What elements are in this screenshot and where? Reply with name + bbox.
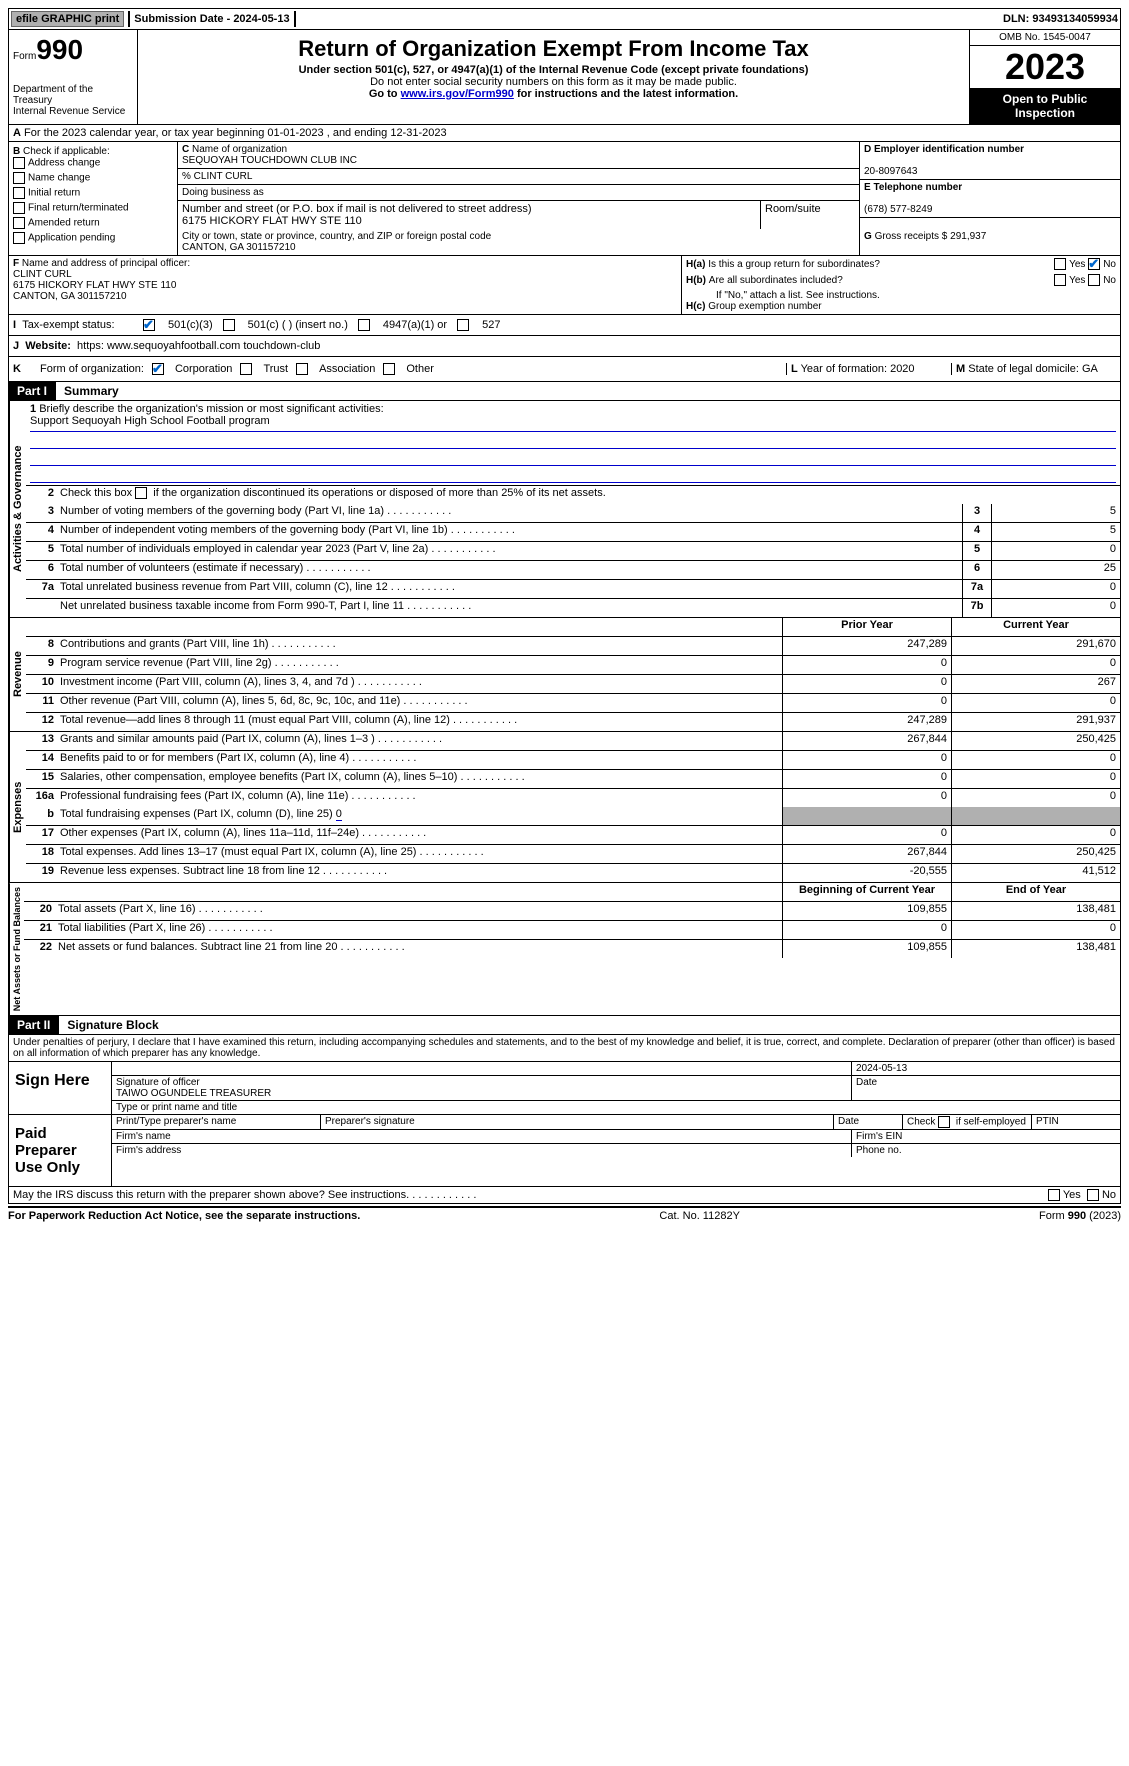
part-2-label: Part II [9, 1016, 58, 1034]
summary-row: 12 Total revenue—add lines 8 through 11 … [26, 713, 1120, 731]
summary-row: 17 Other expenses (Part IX, column (A), … [26, 826, 1120, 845]
hb-no[interactable] [1088, 274, 1100, 286]
summary-row: Net unrelated business taxable income fr… [26, 599, 1120, 617]
box-h: H(a) Is this a group return for subordin… [682, 256, 1120, 314]
street-address: 6175 HICKORY FLAT HWY STE 110 [182, 215, 362, 227]
omb-number: OMB No. 1545-0047 [970, 30, 1120, 46]
check-name-change[interactable]: Name change [13, 172, 173, 184]
goto-pre: Go to [369, 88, 401, 100]
goto-post: for instructions and the latest informat… [514, 88, 738, 100]
check-trust[interactable] [240, 363, 252, 375]
form-subtitle: Under section 501(c), 527, or 4947(a)(1)… [146, 64, 961, 76]
governance-tab: Activities & Governance [9, 401, 26, 617]
footer-mid: Cat. No. 11282Y [659, 1210, 740, 1222]
check-address-change[interactable]: Address change [13, 157, 173, 169]
summary-row: 13 Grants and similar amounts paid (Part… [26, 732, 1120, 751]
summary-row: 21 Total liabilities (Part X, line 26) 0… [24, 921, 1120, 940]
hb-yes[interactable] [1054, 274, 1066, 286]
box-f: F Name and address of principal officer:… [9, 256, 682, 314]
irs-label: Internal Revenue Service [13, 106, 133, 117]
ha-no[interactable] [1088, 258, 1100, 270]
box-b: B Check if applicable: Address change Na… [9, 142, 178, 255]
summary-row: 22 Net assets or fund balances. Subtract… [24, 940, 1120, 958]
check-527[interactable] [457, 319, 469, 331]
sig-date: 2024-05-13 [852, 1062, 1120, 1075]
tax-year: 2023 [970, 46, 1120, 88]
check-corporation[interactable] [152, 363, 164, 375]
irs-discuss-no[interactable] [1087, 1189, 1099, 1201]
top-bar: efile GRAPHIC print Submission Date - 20… [8, 8, 1121, 30]
org-name: SEQUOYAH TOUCHDOWN CLUB INC [182, 155, 357, 166]
check-application-pending[interactable]: Application pending [13, 232, 173, 244]
officer-name: CLINT CURL [13, 269, 72, 280]
summary-row: 4 Number of independent voting members o… [26, 523, 1120, 542]
submission-date: Submission Date - 2024-05-13 [134, 13, 289, 25]
room-suite-label: Room/suite [761, 201, 859, 229]
summary-row: 11 Other revenue (Part VIII, column (A),… [26, 694, 1120, 713]
summary-row: 9 Program service revenue (Part VIII, li… [26, 656, 1120, 675]
summary-row: 6 Total number of volunteers (estimate i… [26, 561, 1120, 580]
summary-row: 3 Number of voting members of the govern… [26, 504, 1120, 523]
check-final-return[interactable]: Final return/terminated [13, 202, 173, 214]
check-4947[interactable] [358, 319, 370, 331]
summary-row: 15 Salaries, other compensation, employe… [26, 770, 1120, 789]
form-title: Return of Organization Exempt From Incom… [146, 36, 961, 62]
form-note: Do not enter social security numbers on … [146, 76, 961, 88]
expenses-tab: Expenses [9, 732, 26, 882]
summary-row: 18 Total expenses. Add lines 13–17 (must… [26, 845, 1120, 864]
box-c: C Name of organizationSEQUOYAH TOUCHDOWN… [178, 142, 859, 255]
form-header: Form990 Department of the Treasury Inter… [8, 30, 1121, 125]
website-url: https: www.sequoyahfootball.com touchdow… [77, 340, 320, 352]
ha-yes[interactable] [1054, 258, 1066, 270]
check-amended-return[interactable]: Amended return [13, 217, 173, 229]
revenue-tab: Revenue [9, 618, 26, 731]
sign-here-label: Sign Here [9, 1062, 112, 1114]
may-irs-discuss: May the IRS discuss this return with the… [13, 1189, 1048, 1201]
check-discontinued[interactable] [135, 487, 147, 499]
declaration-text: Under penalties of perjury, I declare th… [8, 1035, 1121, 1062]
dln: DLN: 93493134059934 [1003, 13, 1118, 25]
summary-row: 7a Total unrelated business revenue from… [26, 580, 1120, 599]
city-state-zip: CANTON, GA 301157210 [182, 242, 296, 253]
netassets-tab: Net Assets or Fund Balances [9, 883, 24, 1015]
efile-button[interactable]: efile GRAPHIC print [11, 11, 124, 27]
paid-preparer-label: Paid Preparer Use Only [9, 1115, 112, 1186]
irs-link[interactable]: www.irs.gov/Form990 [401, 88, 514, 100]
ein: 20-8097643 [864, 166, 917, 177]
officer-printed: TAIWO OGUNDELE TREASURER [116, 1088, 271, 1099]
telephone: (678) 577-8249 [864, 204, 932, 215]
part-2-title: Signature Block [58, 1016, 1120, 1034]
open-public-badge: Open to Public Inspection [970, 88, 1120, 124]
summary-row: 20 Total assets (Part X, line 16) 109,85… [24, 902, 1120, 921]
state-domicile: State of legal domicile: GA [968, 363, 1098, 375]
summary-row: 19 Revenue less expenses. Subtract line … [26, 864, 1120, 882]
check-501c3[interactable] [143, 319, 155, 331]
care-of: % CLINT CURL [178, 169, 859, 185]
gross-receipts: Gross receipts $ 291,937 [875, 231, 987, 242]
footer-right: Form 990 (2023) [1039, 1210, 1121, 1222]
form-prefix: Form [13, 51, 36, 62]
summary-row: 10 Investment income (Part VIII, column … [26, 675, 1120, 694]
dba-label: Doing business as [178, 185, 859, 201]
line-a: A For the 2023 calendar year, or tax yea… [8, 125, 1121, 142]
check-initial-return[interactable]: Initial return [13, 187, 173, 199]
part-1-label: Part I [9, 382, 55, 400]
box-d-e-g: D Employer identification number20-80976… [859, 142, 1120, 255]
year-formation: Year of formation: 2020 [801, 363, 915, 375]
footer-left: For Paperwork Reduction Act Notice, see … [8, 1210, 360, 1222]
summary-row: 5 Total number of individuals employed i… [26, 542, 1120, 561]
check-association[interactable] [296, 363, 308, 375]
check-501c[interactable] [223, 319, 235, 331]
mission-text: Support Sequoyah High School Football pr… [30, 415, 1116, 432]
summary-row: 8 Contributions and grants (Part VIII, l… [26, 637, 1120, 656]
department: Department of the Treasury [13, 84, 133, 106]
part-1-title: Summary [55, 382, 1120, 400]
summary-row: 16a Professional fundraising fees (Part … [26, 789, 1120, 807]
irs-discuss-yes[interactable] [1048, 1189, 1060, 1201]
summary-row: 14 Benefits paid to or for members (Part… [26, 751, 1120, 770]
form-number: 990 [36, 34, 83, 65]
check-self-employed[interactable] [938, 1116, 950, 1128]
check-other[interactable] [383, 363, 395, 375]
